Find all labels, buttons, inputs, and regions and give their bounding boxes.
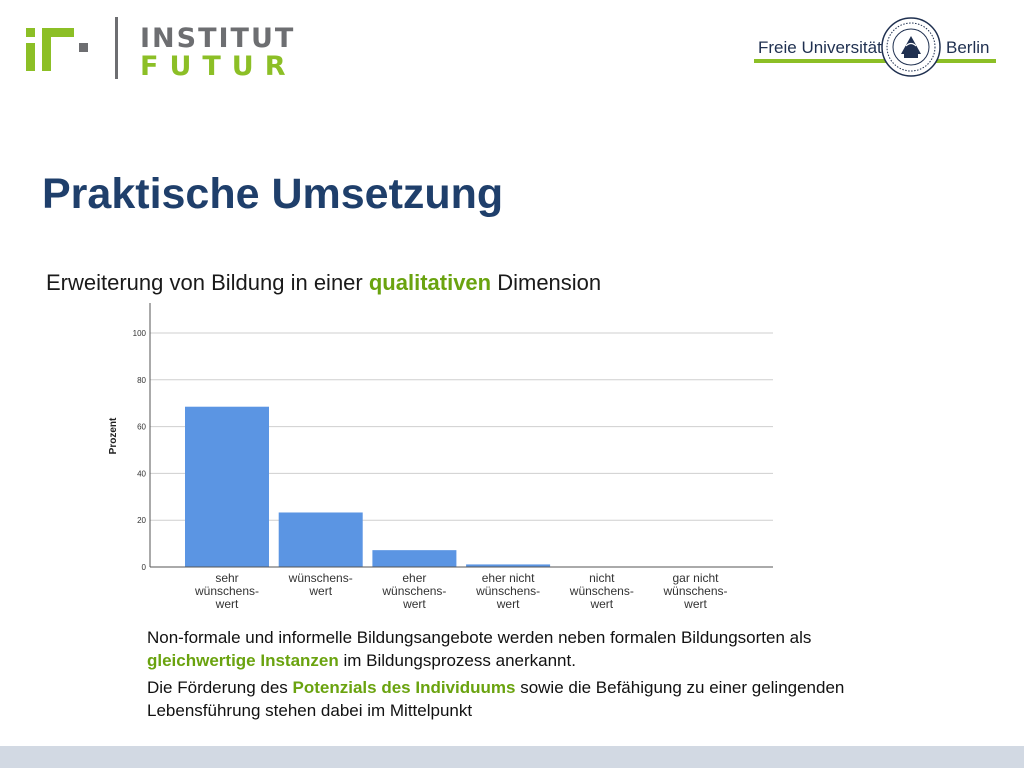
bullet-1-before: Non-formale und informelle Bildungsangeb… [147,628,812,647]
x-tick-label: wünschens- [288,571,353,585]
chart-y-axis-label: Prozent [108,417,119,454]
x-tick-label: wünschens- [381,584,446,598]
bar [278,512,363,567]
x-tick-label: gar nicht [672,571,719,585]
subtitle-text-after: Dimension [491,270,602,295]
bullet-paragraph-1: Non-formale und informelle Bildungsangeb… [147,626,887,672]
logo-separator [115,17,118,79]
university-seal-icon [881,17,941,77]
subtitle-text-before: Erweiterung von Bildung in einer [46,270,369,295]
x-tick-label: eher [402,571,426,585]
bar [185,406,269,567]
y-tick-label: 60 [137,423,146,432]
x-tick-label: wünschens- [569,584,634,598]
x-tick-label: wert [215,597,239,611]
x-tick-label: wert [589,597,613,611]
x-tick-label: sehr [215,571,238,585]
institut-futur-logo: INSTITUT FUTUR [22,17,322,82]
x-tick-label: wert [683,597,707,611]
y-tick-label: 0 [142,563,147,572]
footer-bar [0,746,1024,768]
subtitle-highlight: qualitativen [368,270,492,295]
y-tick-label: 20 [137,516,146,525]
x-tick-label: wert [308,584,332,598]
bullet-2-before: Die Förderung des [147,678,293,697]
chart-y-tick-labels: 0 20 40 60 80 100 [133,329,147,572]
x-tick-label: wert [402,597,426,611]
x-tick-label: wünschens- [194,584,259,598]
chart-axes [149,303,773,568]
x-tick-label: eher nicht [482,571,535,585]
bullet-1-highlight: gleichwertige Instanzen [147,651,339,670]
fu-wordmark-right: Berlin [946,38,990,57]
x-tick-label: wünschens- [475,584,540,598]
x-tick-label: wünschens- [662,584,727,598]
y-tick-label: 80 [137,376,146,385]
y-tick-label: 100 [133,329,147,338]
institut-futur-logo-mark [22,24,92,74]
bullet-list: Non-formale und informelle Bildungsangeb… [147,626,887,726]
bullet-2-after: sowie die Befähigung zu einer gelingende… [147,678,845,720]
x-tick-label: wert [496,597,520,611]
fu-wordmark-left: Freie Universität [758,38,882,57]
slide-subtitle: Erweiterung von Bildung in einer qualita… [46,270,601,296]
bar [466,564,551,567]
chart-x-tick-labels: sehrwünschens-wertwünschens-werteherwüns… [194,571,728,611]
bar [372,550,457,567]
chart-bars [185,406,551,567]
y-tick-label: 40 [137,469,146,478]
fu-logo-underline [754,59,996,63]
freie-universitaet-berlin-logo: Freie Universität Berlin [754,14,998,84]
bullet-2-highlight: Potenzials des Individuums [292,678,516,697]
bullet-1-after: im Bildungsprozess anerkannt. [338,651,576,670]
slide-title: Praktische Umsetzung [42,170,504,218]
x-tick-label: nicht [589,571,615,585]
institut-futur-wordmark-line1: INSTITUT [140,23,296,54]
institut-futur-wordmark-line2: FUTUR [140,51,297,82]
bullet-paragraph-2: Die Förderung des Potenzials des Individ… [147,676,887,722]
